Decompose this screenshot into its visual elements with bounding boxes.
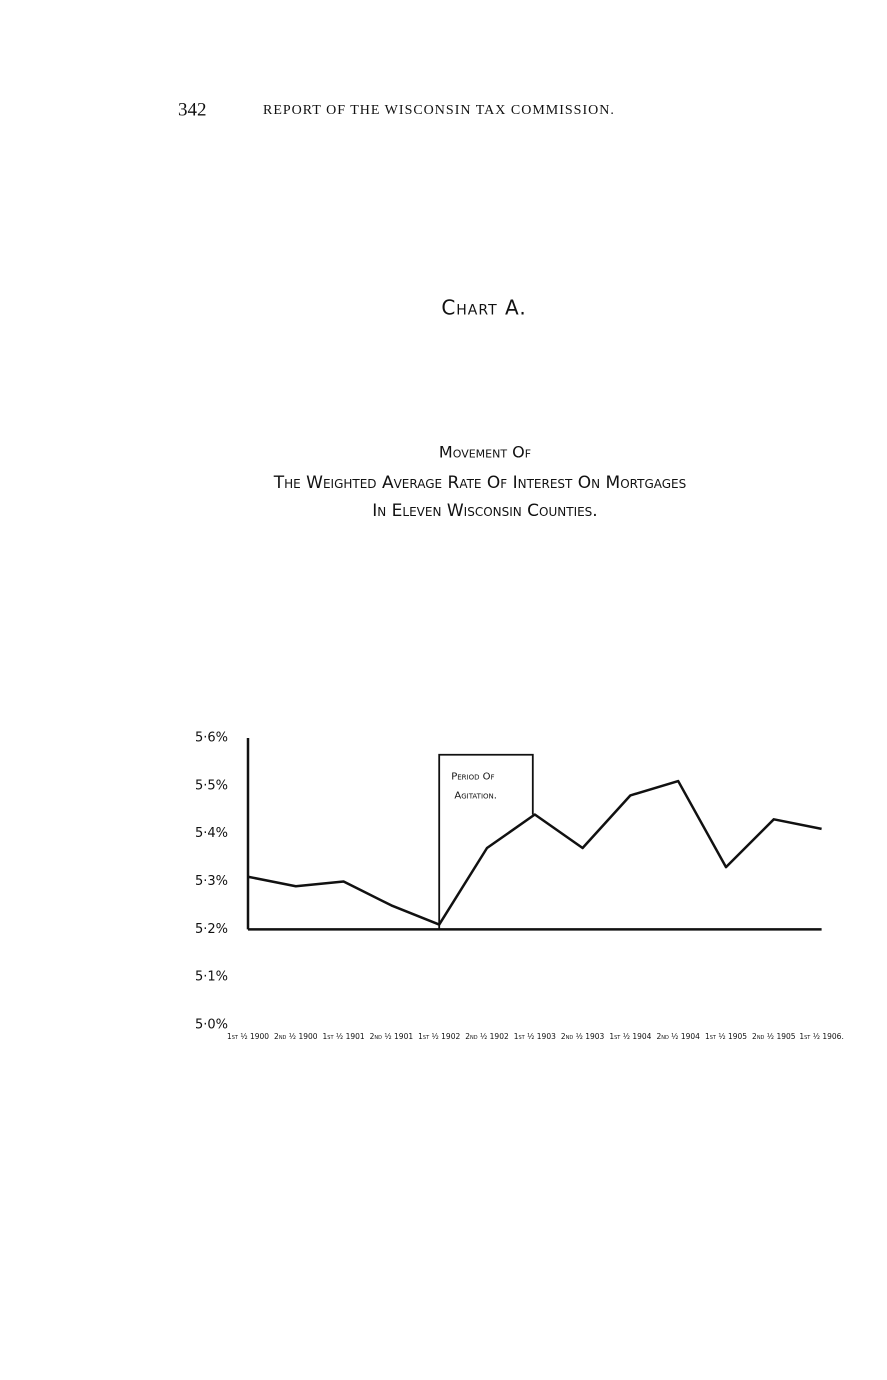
annotation-box [438,753,534,930]
x-tick-label: 2nd ½ 1904 [656,1032,700,1041]
y-tick-label: 5·5% [195,778,228,793]
running-title: REPORT OF THE WISCONSIN TAX COMMISSION. [263,103,615,118]
chart-title: Movement Of [439,443,531,462]
data-line [247,779,822,926]
y-tick-label: 5·2% [195,922,228,937]
x-tick-label: 1st ½ 1900 [227,1032,269,1041]
annotation: Period Of Agitation. [451,772,497,802]
x-tick-label: 1st ½ 1906. [799,1032,844,1041]
x-tick-label: 1st ½ 1901 [323,1032,365,1041]
y-tick-label: 5·4% [195,826,228,841]
x-tick-label: 2nd ½ 1902 [465,1032,509,1041]
x-tick-label: 2nd ½ 1900 [274,1032,318,1041]
chart-label: Chart A. [441,296,526,320]
x-tick-label: 1st ½ 1902 [418,1032,460,1041]
y-tick-label: 5·3% [195,874,228,889]
y-tick-label: 5·0% [195,1018,228,1033]
y-tick-label: 5·6% [195,731,228,746]
page-number: 342 [178,99,207,120]
chart-title: The Weighted Average Rate Of Interest On… [273,473,687,493]
y-tick-label: 5·1% [195,970,228,985]
x-tick-label: 1st ½ 1903 [514,1032,556,1041]
x-tick-label: 1st ½ 1904 [609,1032,651,1041]
x-tick-label: 2nd ½ 1903 [561,1032,605,1041]
x-tick-label: 1st ½ 1905 [705,1032,747,1041]
chart-title: In Eleven Wisconsin Counties. [372,501,597,521]
x-tick-label: 2nd ½ 1905 [752,1032,796,1041]
x-tick-label: 2nd ½ 1901 [370,1032,414,1041]
